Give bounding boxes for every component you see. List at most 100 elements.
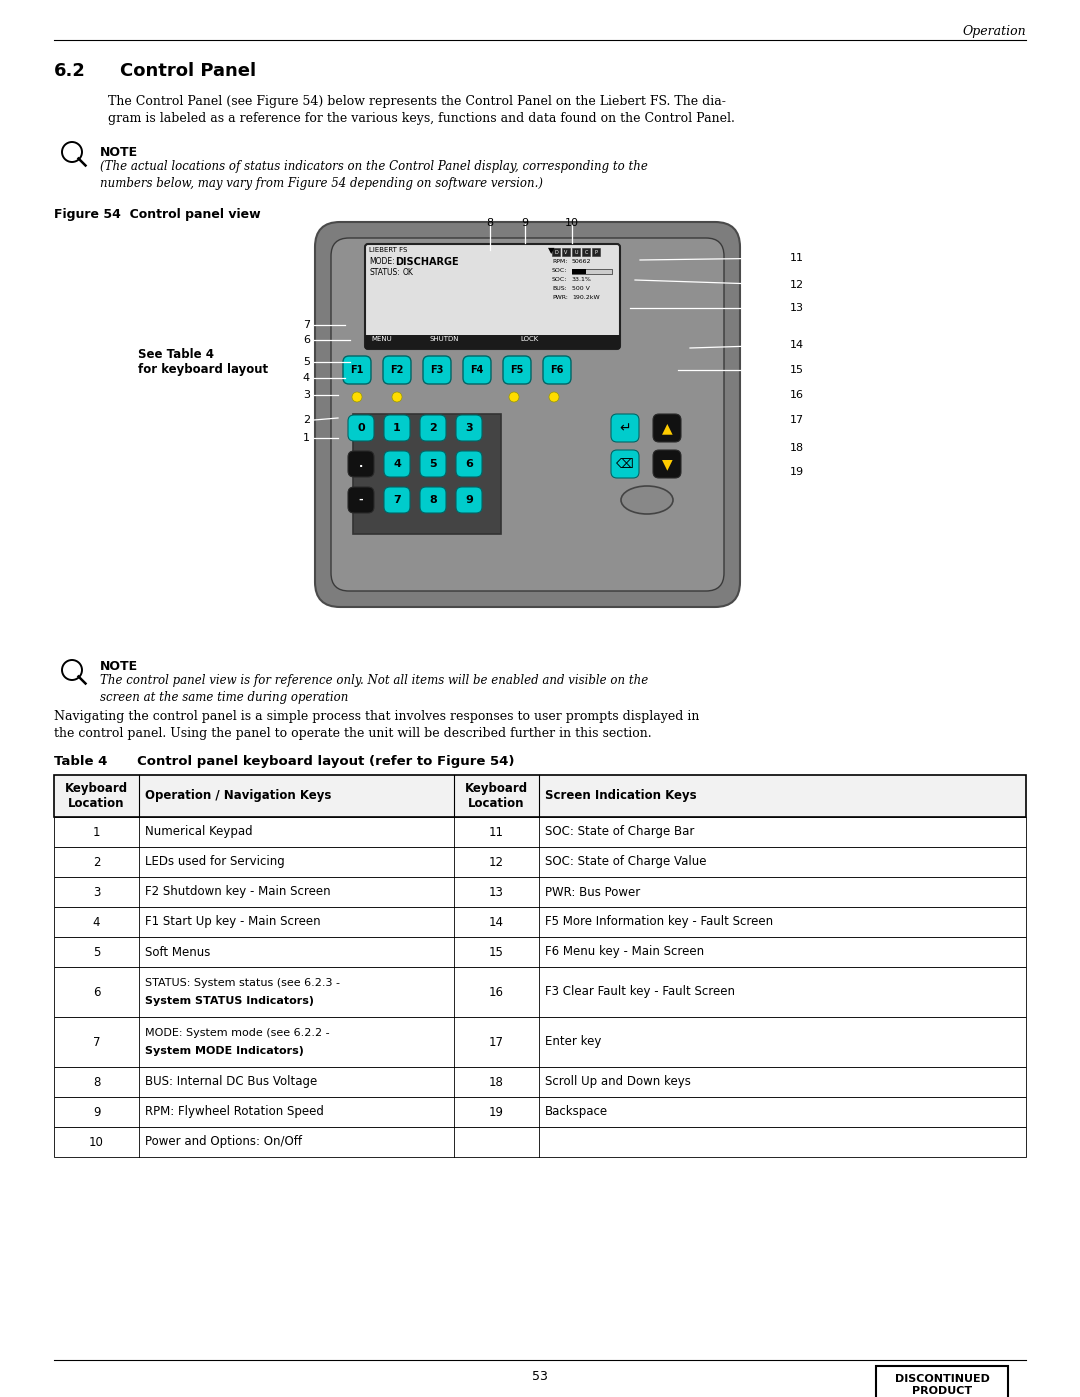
FancyBboxPatch shape: [383, 356, 411, 384]
Text: Operation / Navigation Keys: Operation / Navigation Keys: [145, 789, 332, 802]
Text: 15: 15: [489, 946, 504, 958]
Text: Control Panel: Control Panel: [120, 61, 256, 80]
FancyBboxPatch shape: [611, 450, 639, 478]
Text: ⌫: ⌫: [617, 457, 634, 471]
Text: 15: 15: [789, 365, 804, 374]
Text: 500 V: 500 V: [572, 286, 590, 291]
Text: 2: 2: [429, 423, 437, 433]
Text: 5: 5: [429, 460, 436, 469]
Bar: [54, 1067, 1026, 1097]
Text: 12: 12: [489, 855, 504, 869]
Text: Navigating the control panel is a simple process that involves responses to user: Navigating the control panel is a simple…: [54, 710, 700, 740]
FancyBboxPatch shape: [348, 415, 374, 441]
FancyBboxPatch shape: [384, 415, 410, 441]
FancyBboxPatch shape: [456, 451, 482, 476]
Bar: [572, 270, 586, 274]
Text: System MODE Indicators): System MODE Indicators): [145, 1046, 303, 1056]
Text: 3: 3: [303, 390, 310, 400]
Text: 1: 1: [393, 423, 401, 433]
FancyBboxPatch shape: [348, 451, 374, 476]
Text: U: U: [575, 250, 578, 254]
Text: F2 Shutdown key - Main Screen: F2 Shutdown key - Main Screen: [145, 886, 330, 898]
Text: SOC: State of Charge Value: SOC: State of Charge Value: [545, 855, 706, 869]
Ellipse shape: [621, 486, 673, 514]
Text: Screen Indication Keys: Screen Indication Keys: [545, 789, 697, 802]
Text: 3: 3: [93, 886, 100, 898]
Text: 6: 6: [303, 335, 310, 345]
Text: 2: 2: [302, 415, 310, 425]
FancyBboxPatch shape: [384, 488, 410, 513]
Text: 6: 6: [465, 460, 473, 469]
Text: 9: 9: [465, 495, 473, 504]
FancyBboxPatch shape: [456, 488, 482, 513]
Text: MODE:: MODE:: [369, 257, 394, 265]
Text: 4: 4: [393, 460, 401, 469]
Text: 3: 3: [465, 423, 473, 433]
Text: F1: F1: [350, 365, 364, 374]
Text: Numerical Keypad: Numerical Keypad: [145, 826, 253, 838]
FancyBboxPatch shape: [653, 414, 681, 441]
Text: Table 4: Table 4: [54, 754, 107, 768]
Text: System STATUS Indicators): System STATUS Indicators): [145, 996, 314, 1006]
Text: 11: 11: [489, 826, 504, 838]
Text: Enter key: Enter key: [545, 1035, 602, 1049]
Text: F3: F3: [430, 365, 444, 374]
Text: V: V: [565, 250, 568, 254]
FancyBboxPatch shape: [463, 356, 491, 384]
Text: 8: 8: [429, 495, 437, 504]
Text: 14: 14: [489, 915, 504, 929]
Text: 18: 18: [489, 1076, 504, 1088]
FancyBboxPatch shape: [315, 222, 740, 608]
Text: 19: 19: [789, 467, 805, 476]
Text: D: D: [554, 250, 558, 254]
Bar: [572, 270, 612, 274]
FancyBboxPatch shape: [503, 356, 531, 384]
Text: 11: 11: [789, 253, 804, 263]
Text: 7: 7: [393, 495, 401, 504]
Bar: [552, 249, 561, 256]
Text: RPM: Flywheel Rotation Speed: RPM: Flywheel Rotation Speed: [145, 1105, 324, 1119]
Text: BUS:: BUS:: [552, 286, 567, 291]
Text: PWR:: PWR:: [552, 295, 568, 300]
Bar: [592, 249, 600, 256]
Text: .: .: [359, 460, 363, 469]
Text: 53: 53: [532, 1370, 548, 1383]
FancyBboxPatch shape: [343, 356, 372, 384]
Text: 1: 1: [93, 826, 100, 838]
Text: Keyboard
Location: Keyboard Location: [65, 782, 129, 810]
Bar: [562, 249, 570, 256]
FancyBboxPatch shape: [611, 414, 639, 441]
Text: NOTE: NOTE: [100, 659, 138, 673]
Bar: [54, 907, 1026, 937]
Text: F3 Clear Fault key - Fault Screen: F3 Clear Fault key - Fault Screen: [545, 985, 735, 999]
Text: F4: F4: [470, 365, 484, 374]
FancyBboxPatch shape: [330, 237, 724, 591]
Text: OK: OK: [403, 268, 414, 277]
Circle shape: [549, 393, 559, 402]
Text: 18: 18: [789, 443, 805, 453]
Text: PWR: Bus Power: PWR: Bus Power: [545, 886, 640, 898]
Circle shape: [509, 393, 519, 402]
Text: 5: 5: [303, 358, 310, 367]
Text: RPM:: RPM:: [552, 258, 567, 264]
Text: C: C: [584, 250, 588, 254]
Text: SHUTDN: SHUTDN: [430, 337, 459, 342]
Bar: [54, 1017, 1026, 1067]
Text: 1: 1: [303, 433, 310, 443]
Text: See Table 4: See Table 4: [138, 348, 214, 360]
Text: SOC:: SOC:: [552, 268, 567, 272]
Bar: [365, 335, 620, 349]
FancyBboxPatch shape: [384, 451, 410, 476]
FancyBboxPatch shape: [543, 356, 571, 384]
Text: F2: F2: [390, 365, 404, 374]
Text: 7: 7: [302, 320, 310, 330]
Text: F6: F6: [551, 365, 564, 374]
FancyBboxPatch shape: [365, 244, 620, 349]
Bar: [54, 967, 1026, 1017]
Text: DISCHARGE: DISCHARGE: [395, 257, 459, 267]
Bar: [54, 775, 1026, 817]
FancyBboxPatch shape: [348, 488, 374, 513]
Text: 12: 12: [789, 279, 805, 291]
Text: for keyboard layout: for keyboard layout: [138, 363, 268, 376]
Text: SOC:: SOC:: [552, 277, 567, 282]
